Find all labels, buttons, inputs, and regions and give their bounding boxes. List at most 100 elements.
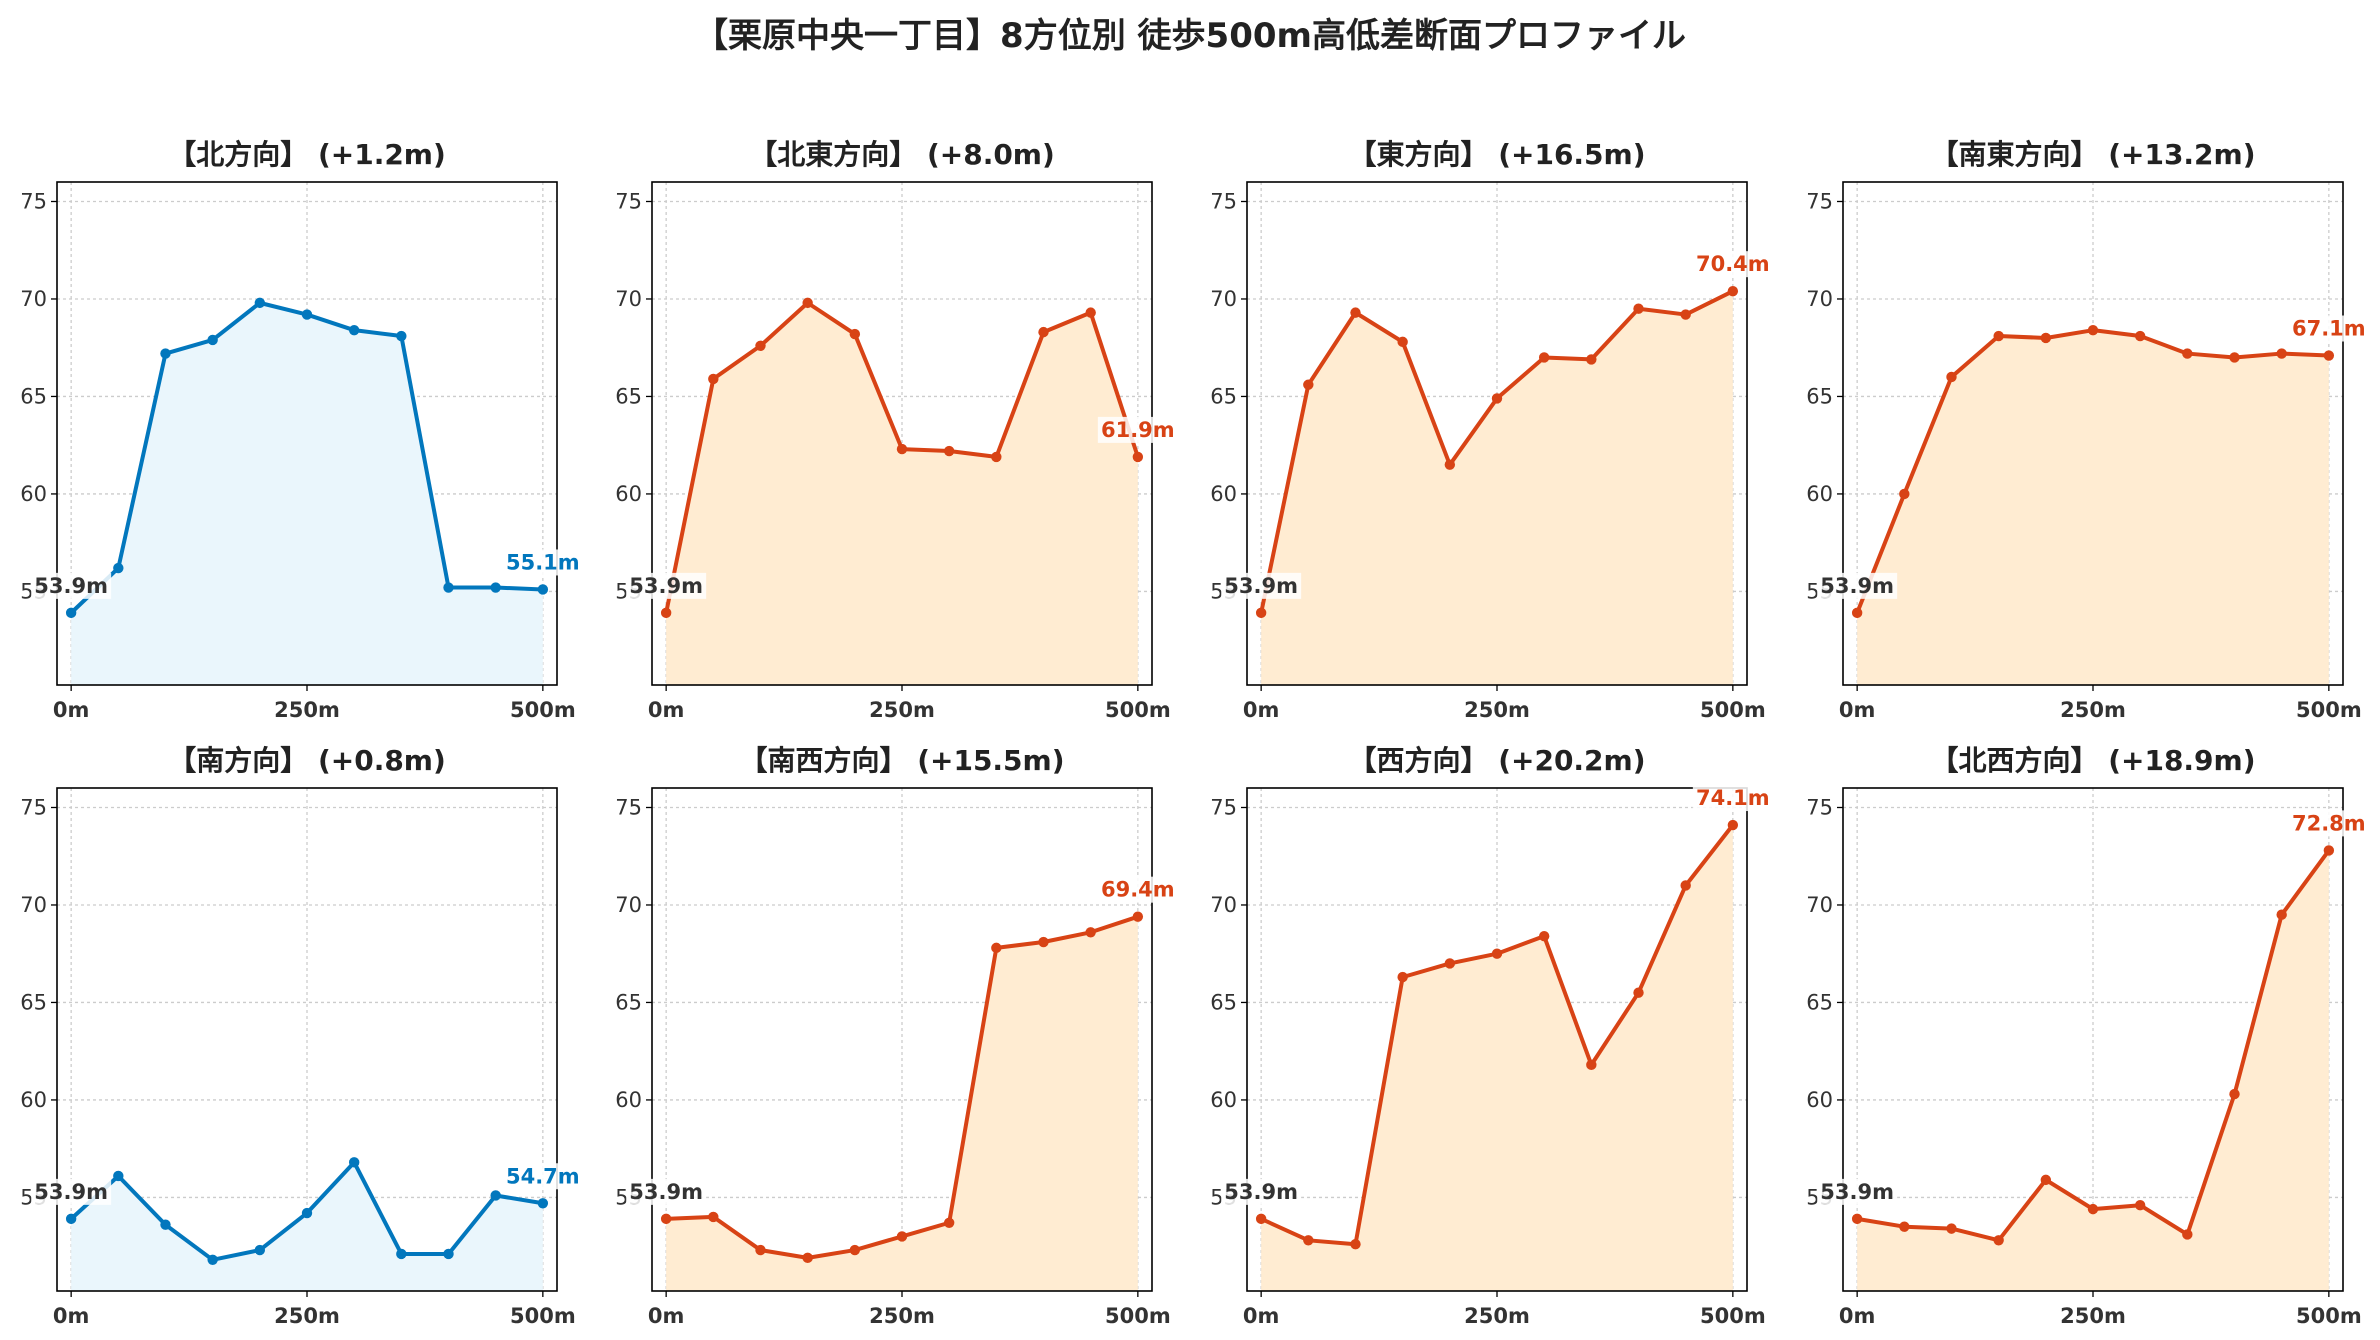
data-point [65,607,77,619]
end-label: 61.9m [1101,418,1175,442]
subplot-6: 55606570750m250m500m【西方向】 (+20.2m)53.9m7… [1210,744,1773,1328]
x-tick-label: 250m [274,698,340,722]
area-fill [1261,291,1733,685]
data-point [1444,459,1456,470]
x-tick-label: 250m [2060,1304,2126,1328]
y-tick-label: 65 [615,990,642,1014]
data-point [207,1254,218,1266]
data-point [254,1244,266,1256]
y-tick-label: 60 [1806,1088,1833,1112]
data-point [2182,348,2193,359]
y-tick-label: 60 [1210,482,1237,506]
end-label-bg [2288,315,2369,342]
data-point [991,451,1002,463]
end-label: 67.1m [2292,317,2366,341]
start-label-bg [626,1178,707,1205]
data-point [396,330,407,342]
data-point [1538,352,1550,363]
data-point [301,309,313,320]
data-point [1491,393,1503,404]
data-point [1085,307,1096,318]
end-label: 74.1m [1696,786,1770,810]
data-point [755,1244,766,1256]
subplot-title: 【南西方向】 (+15.5m) [739,744,1064,777]
y-tick-label: 65 [615,384,642,408]
y-tick-label: 65 [1806,384,1833,408]
end-label-bg [1692,785,1773,812]
data-point [708,1211,719,1223]
subplot-4: 55606570750m250m500m【南方向】 (+0.8m)53.9m54… [20,744,583,1328]
y-tick-label: 75 [1806,189,1833,213]
start-label: 53.9m [34,1180,108,1204]
data-point [660,1213,672,1225]
data-point [2182,1229,2193,1240]
y-tick-label: 75 [615,795,642,819]
y-tick-label: 70 [1210,287,1237,311]
subplot-title: 【西方向】 (+20.2m) [1348,744,1645,777]
data-point [2323,350,2335,361]
data-point [2323,845,2335,856]
start-label-bg [31,572,112,599]
x-tick-label: 250m [869,698,935,722]
end-label: 69.4m [1101,878,1175,902]
page-title: 【栗原中央一丁目】8方位別 徒歩500m高低差断面プロファイル [694,16,1686,56]
start-label: 53.9m [629,574,703,598]
area-fill [1261,825,1733,1291]
start-label: 53.9m [1820,574,1894,598]
subplot-1: 55606570750m250m500m【北東方向】 (+8.0m)53.9m6… [615,138,1178,722]
start-label: 53.9m [1820,1180,1894,1204]
data-point [113,1170,124,1182]
data-point [1132,451,1144,463]
y-tick-label: 70 [20,893,47,917]
area-fill [666,916,1138,1291]
subplot-title: 【北方向】 (+1.2m) [168,138,446,171]
data-point [1038,326,1049,338]
data-point [2087,324,2099,336]
subplot-7: 55606570750m250m500m【北西方向】 (+18.9m)53.9m… [1806,744,2369,1328]
y-tick-label: 75 [1210,189,1237,213]
y-tick-label: 60 [615,1088,642,1112]
data-point [1727,819,1739,831]
data-point [1633,303,1644,314]
end-label: 70.4m [1696,252,1770,276]
end-label-bg [1097,416,1178,443]
data-point [802,297,813,309]
data-point [802,1252,813,1264]
data-point [2040,1174,2052,1186]
subplot-title: 【南方向】 (+0.8m) [168,744,446,777]
y-tick-label: 75 [1210,795,1237,819]
data-point [160,1219,171,1230]
start-label-bg [1221,1178,1302,1205]
subplot-title: 【南東方向】 (+13.2m) [1930,138,2255,171]
data-point [1255,1213,1267,1225]
x-tick-label: 500m [2296,698,2362,722]
start-label-bg [1817,572,1898,599]
data-point [2276,348,2287,359]
data-point [1397,971,1408,983]
data-point [1132,911,1144,922]
data-point [1444,958,1456,969]
y-tick-label: 75 [20,189,47,213]
start-label-bg [31,1178,112,1205]
subplot-2: 55606570750m250m500m【東方向】 (+16.5m)53.9m7… [1210,138,1773,722]
data-point [2229,1088,2240,1100]
y-tick-label: 65 [20,990,47,1014]
y-tick-label: 70 [1210,893,1237,917]
end-label: 54.7m [506,1164,580,1188]
x-tick-label: 0m [53,1304,90,1328]
x-tick-label: 250m [1464,698,1530,722]
subplot-3: 55606570750m250m500m【南東方向】 (+13.2m)53.9m… [1806,138,2369,722]
x-tick-label: 250m [274,1304,340,1328]
y-tick-label: 65 [1806,990,1833,1014]
y-tick-label: 75 [1806,795,1833,819]
y-tick-label: 70 [20,287,47,311]
data-point [1255,607,1267,619]
area-fill [71,1162,543,1291]
y-tick-label: 70 [615,893,642,917]
y-tick-label: 70 [1806,287,1833,311]
data-point [2276,909,2287,920]
data-point [1350,307,1361,318]
y-tick-label: 60 [1806,482,1833,506]
x-tick-label: 0m [1839,698,1876,722]
area-fill [1857,850,2329,1291]
